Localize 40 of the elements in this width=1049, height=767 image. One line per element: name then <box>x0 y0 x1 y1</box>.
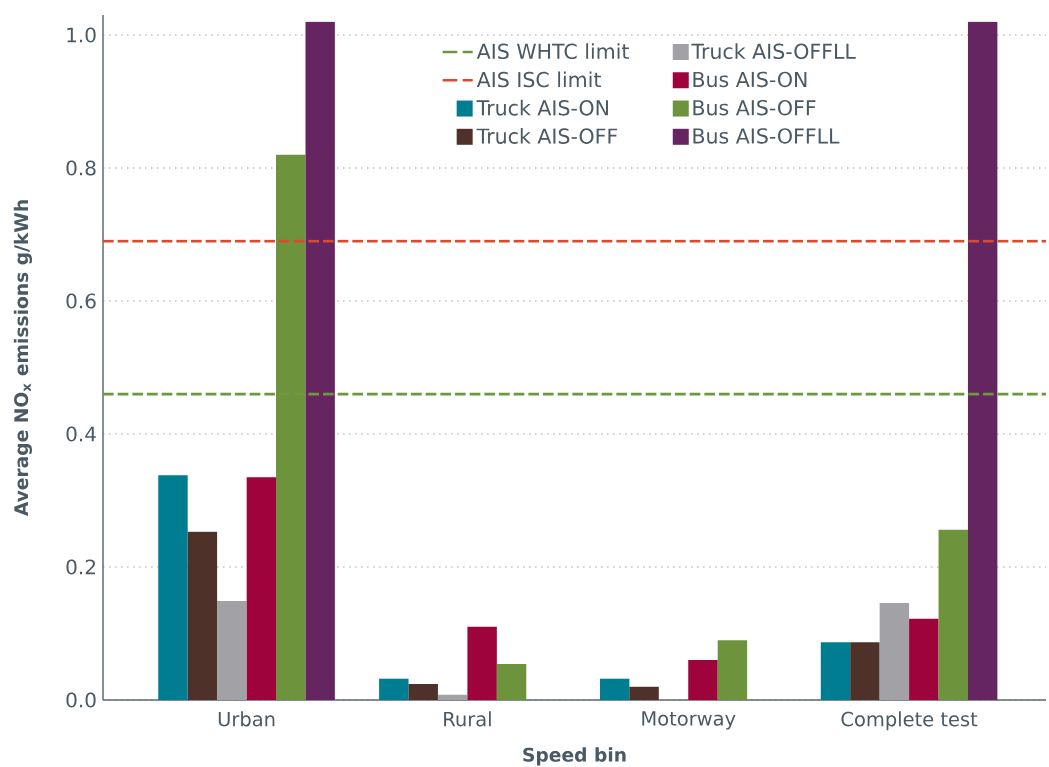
bar <box>305 21 335 700</box>
bar <box>599 678 630 700</box>
legend-label: Bus AIS-OFF <box>693 99 816 116</box>
x-tick-label: Motorway <box>642 711 736 730</box>
bar <box>158 475 188 700</box>
bar <box>938 529 968 700</box>
bar <box>467 626 497 700</box>
bar <box>246 477 277 700</box>
bar <box>408 684 438 700</box>
x-axis-title: Speed bin <box>523 747 626 766</box>
bar <box>717 640 748 700</box>
y-axis-title: Average NO$_{x}$ emissions g/kWh <box>13 200 33 517</box>
legend-label: Bus AIS-OFFLL <box>693 128 840 144</box>
x-tick-label: Complete test <box>841 711 978 731</box>
bar <box>850 642 880 700</box>
x-tick-label: Urban <box>218 711 275 727</box>
legend-label: Bus AIS-ON <box>693 71 807 88</box>
bar <box>909 618 939 700</box>
legend-label: Truck AIS-OFF <box>476 128 618 144</box>
y-tick-label: 1.0 <box>67 27 96 43</box>
y-tick-label: 0.4 <box>66 426 96 442</box>
y-tick-label: 0.6 <box>66 293 96 309</box>
bar <box>820 642 851 700</box>
legend-label: AIS ISC limit <box>476 71 601 88</box>
y-tick-label: 0.8 <box>66 160 96 176</box>
legend-label: Truck AIS-ON <box>476 99 608 116</box>
bar <box>879 602 910 700</box>
legend-label: AIS WHTC limit <box>476 43 629 60</box>
bar <box>187 531 218 700</box>
bar <box>629 686 659 700</box>
bar <box>688 660 718 700</box>
legend-label: Truck AIS-OFFLL <box>691 43 856 60</box>
bar <box>217 600 247 700</box>
bar <box>496 664 527 700</box>
bar <box>437 694 468 700</box>
y-tick-label: 0.2 <box>66 559 95 575</box>
bar <box>379 678 409 700</box>
x-tick-label: Rural <box>444 711 491 727</box>
y-tick-label: 0.0 <box>66 692 96 708</box>
bar <box>967 21 998 700</box>
